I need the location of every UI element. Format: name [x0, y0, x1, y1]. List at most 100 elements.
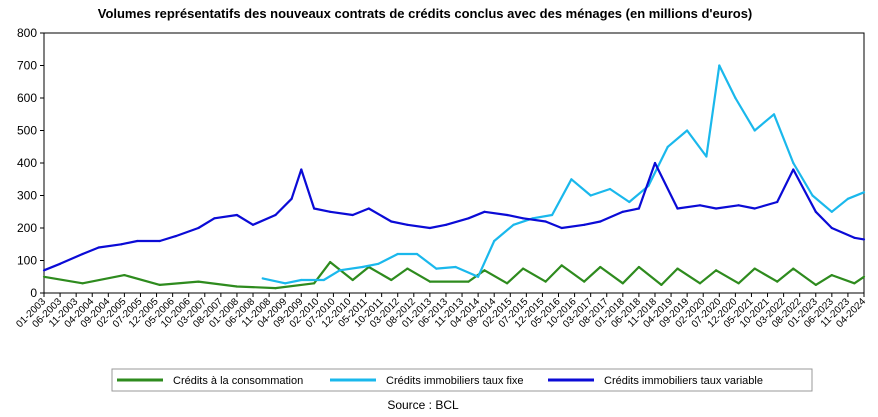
series-line-3	[43, 161, 865, 272]
data-point	[81, 282, 84, 285]
plot-frame	[43, 32, 865, 294]
data-point	[351, 213, 354, 217]
data-point	[274, 213, 277, 217]
data-point	[444, 223, 448, 226]
data-point	[715, 269, 718, 272]
data-point	[811, 194, 814, 197]
data-point	[428, 226, 431, 230]
data-point	[313, 207, 316, 210]
y-tick-label: 0	[30, 286, 37, 300]
data-point	[42, 269, 46, 272]
y-tick-label: 600	[17, 91, 37, 105]
data-point	[734, 96, 737, 100]
data-point	[666, 145, 669, 148]
data-point	[653, 161, 657, 165]
data-point	[792, 267, 795, 270]
y-tick-label: 300	[17, 189, 37, 203]
data-point	[621, 210, 624, 213]
x-axis: 01-200306-200311-200304-200409-200402-20…	[14, 293, 868, 330]
data-point	[235, 213, 238, 217]
data-point	[715, 207, 718, 210]
data-point	[123, 274, 126, 277]
data-point	[560, 226, 563, 230]
data-point	[686, 129, 689, 132]
data-point	[737, 282, 740, 285]
legend-label: Crédits immobiliers taux variable	[604, 375, 763, 387]
legend-label: Crédits immobiliers taux fixe	[386, 375, 524, 387]
series-line-2	[262, 64, 865, 285]
data-point	[792, 168, 795, 171]
data-point	[59, 262, 62, 265]
data-point	[120, 243, 123, 246]
data-point	[637, 265, 641, 269]
data-point	[351, 278, 354, 282]
data-point	[213, 217, 216, 220]
chart-title: Volumes représentatifs des nouveaux cont…	[98, 6, 753, 21]
data-point	[136, 239, 139, 243]
data-point	[862, 275, 866, 278]
data-point	[544, 280, 547, 283]
legend-box	[111, 368, 813, 392]
data-point	[361, 265, 364, 269]
data-point	[830, 274, 833, 277]
y-tick-label: 200	[17, 221, 37, 235]
y-tick-label: 700	[17, 59, 37, 73]
data-point	[583, 280, 586, 283]
y-tick-label: 800	[17, 26, 37, 40]
data-point	[705, 155, 708, 158]
data-point	[406, 267, 409, 270]
data-point	[628, 200, 631, 204]
data-point	[290, 197, 293, 200]
data-point	[483, 269, 486, 272]
data-point	[174, 235, 177, 238]
data-point	[560, 264, 563, 267]
data-point	[551, 213, 554, 217]
data-point	[698, 204, 702, 207]
data-point	[506, 282, 509, 285]
data-point	[776, 280, 779, 283]
y-tick-label: 400	[17, 156, 37, 170]
data-point	[322, 278, 325, 282]
data-point	[637, 207, 641, 210]
data-point	[97, 246, 100, 249]
data-point	[396, 252, 399, 256]
source-note: Source : BCL	[387, 398, 459, 412]
data-point	[477, 275, 480, 278]
data-point	[660, 283, 663, 286]
data-point	[676, 267, 679, 270]
data-point	[846, 197, 850, 200]
data-point	[862, 238, 866, 241]
data-point	[544, 220, 547, 223]
data-point	[415, 252, 419, 256]
data-point	[522, 267, 525, 270]
data-point	[853, 236, 856, 239]
data-point	[81, 252, 84, 256]
data-point	[197, 226, 200, 230]
data-point	[599, 220, 602, 223]
data-point	[753, 267, 756, 270]
data-point	[390, 220, 393, 223]
data-point	[300, 168, 303, 171]
data-point	[862, 191, 866, 194]
data-point	[621, 282, 624, 285]
data-point	[251, 223, 255, 226]
data-point	[197, 280, 200, 283]
data-point	[718, 64, 721, 67]
y-tick-label: 100	[17, 254, 37, 268]
data-point	[698, 282, 702, 285]
data-point	[853, 282, 856, 285]
data-point	[814, 210, 817, 213]
data-point	[737, 204, 740, 207]
y-axis: 0 100 200 300 400 500 600 700 800	[17, 26, 44, 300]
data-point	[390, 278, 393, 282]
data-point	[676, 207, 679, 210]
data-point	[367, 207, 370, 210]
data-point	[406, 223, 409, 226]
data-point	[428, 280, 431, 283]
data-point	[483, 210, 486, 213]
legend-label: Crédits à la consommation	[173, 375, 303, 387]
series-lines	[42, 64, 866, 290]
data-point	[608, 187, 612, 191]
data-point	[522, 217, 525, 220]
